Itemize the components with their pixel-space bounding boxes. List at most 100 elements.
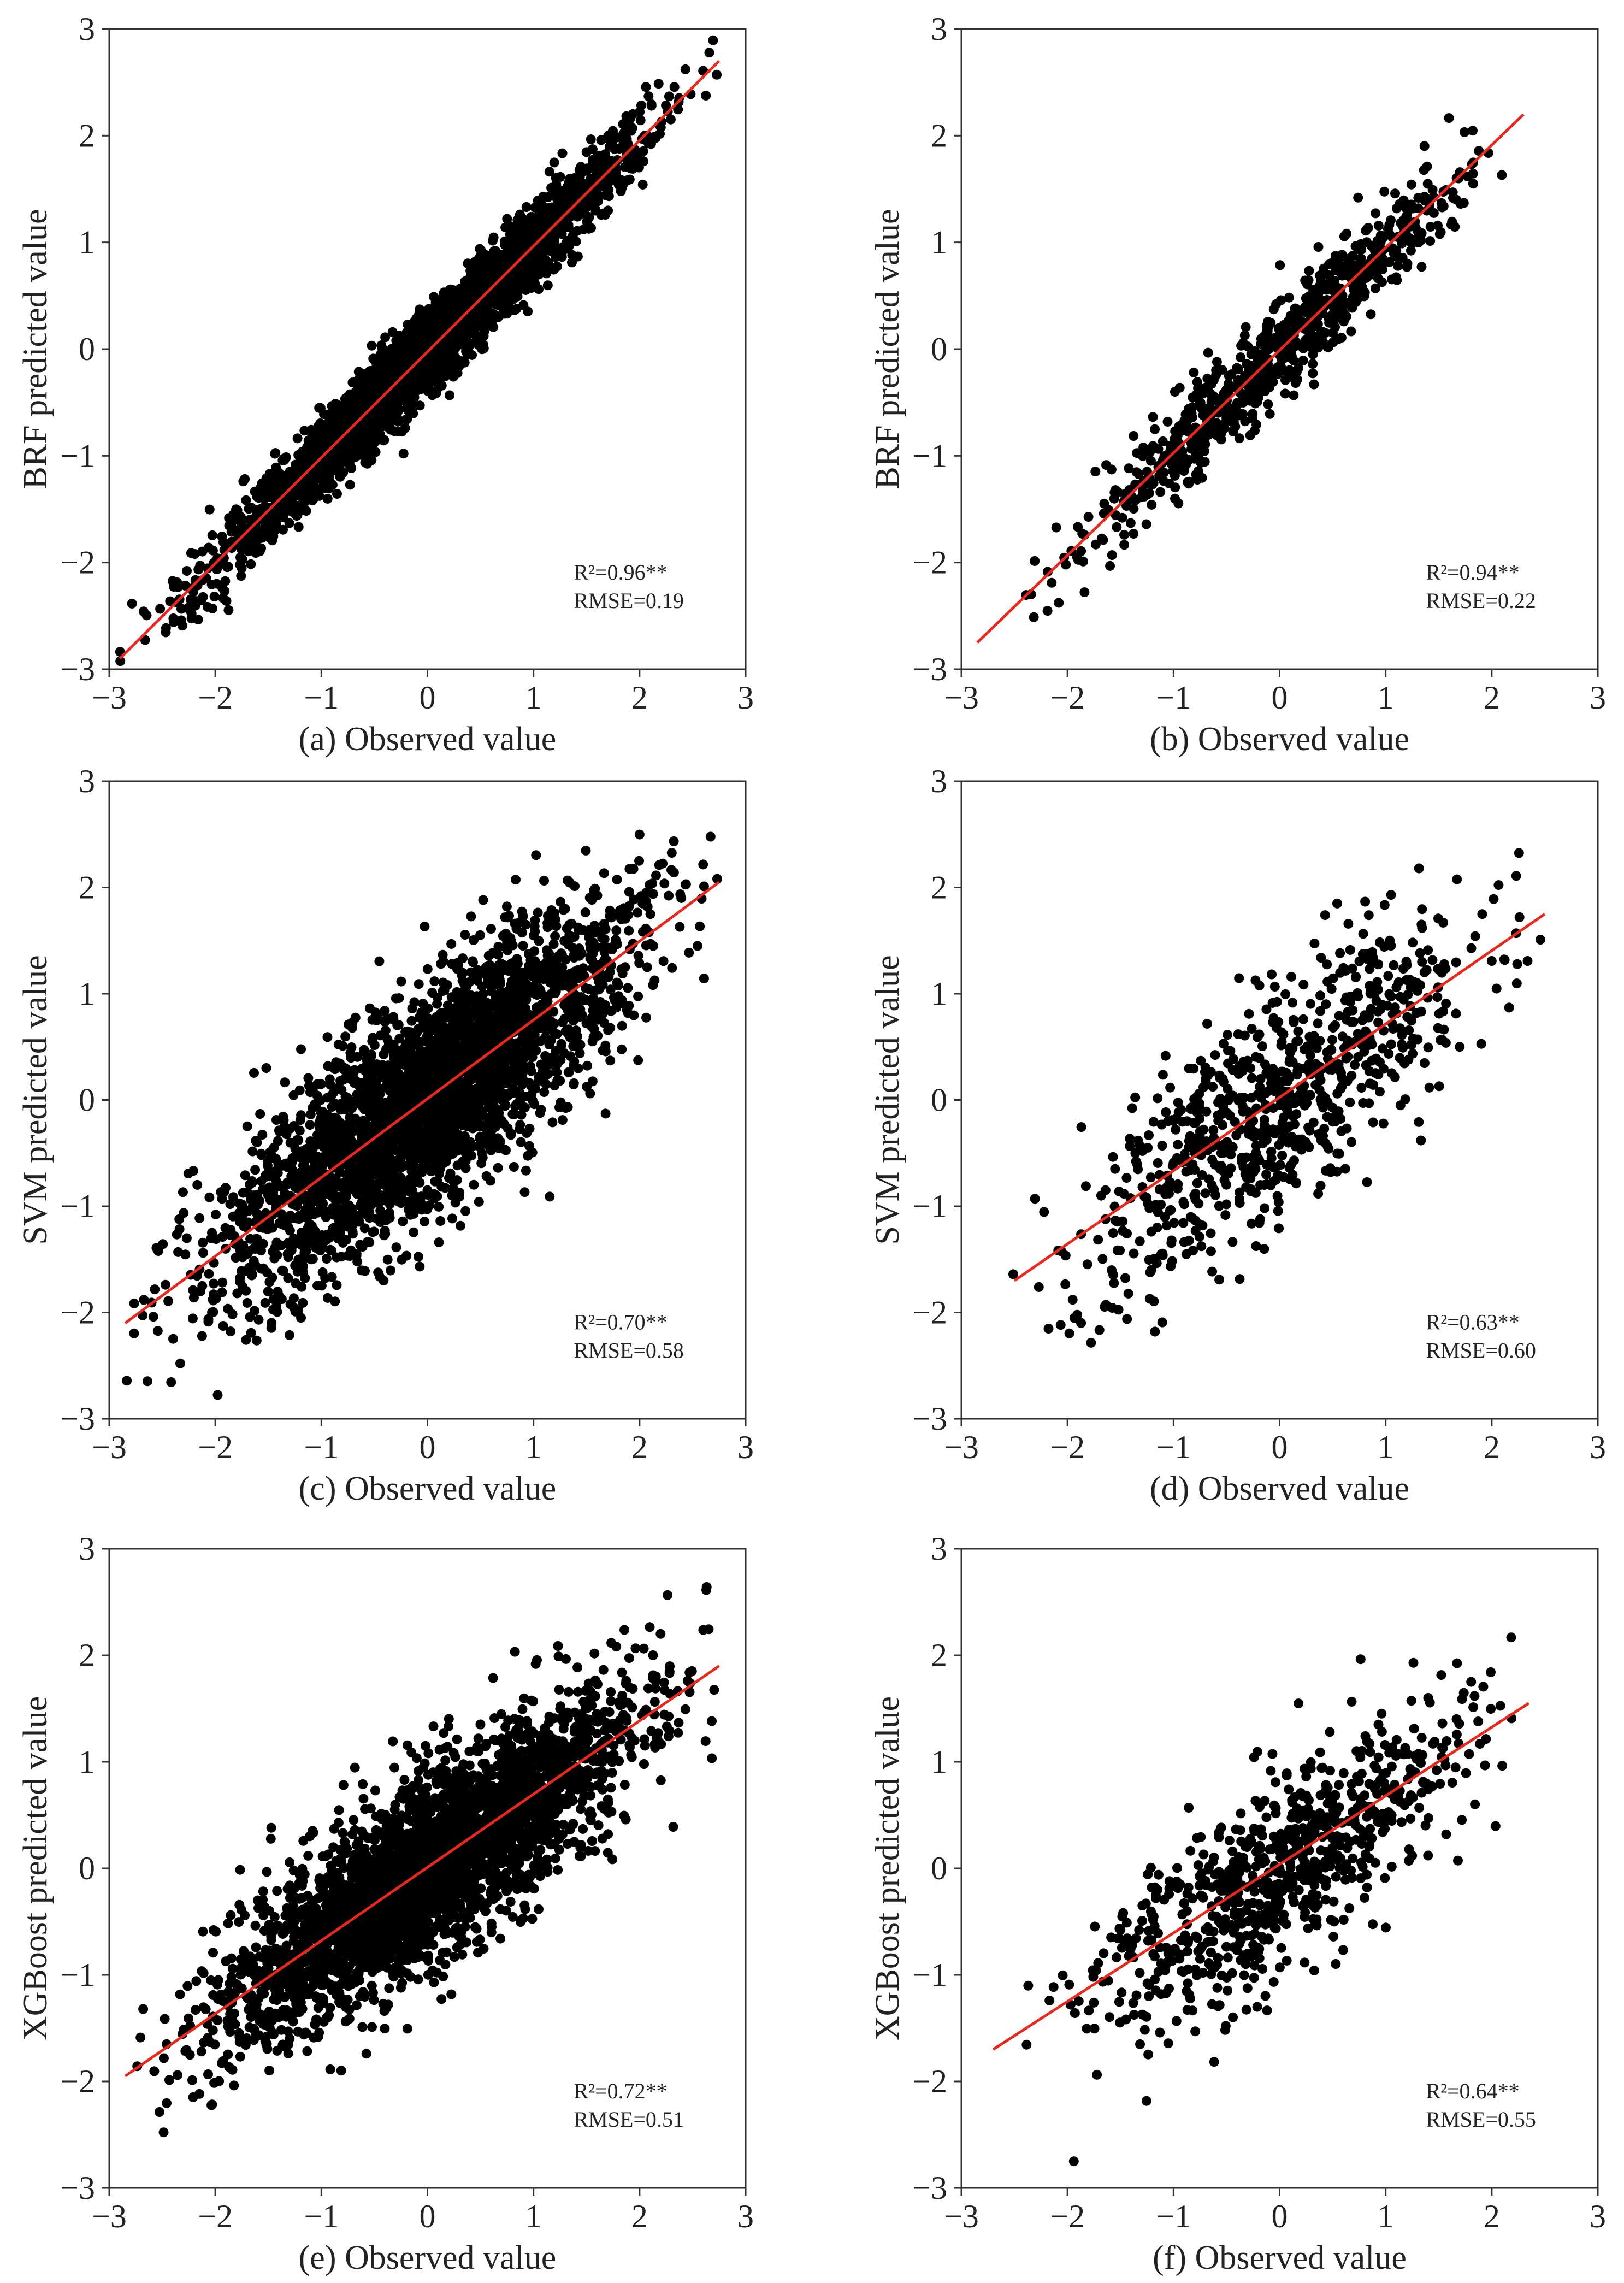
data-point xyxy=(232,515,242,525)
data-point xyxy=(185,605,195,616)
data-point xyxy=(1125,518,1136,528)
data-point xyxy=(168,1334,178,1344)
data-point xyxy=(511,875,521,885)
data-point xyxy=(572,226,582,236)
data-point xyxy=(281,504,291,514)
data-point xyxy=(586,134,596,145)
data-point xyxy=(586,223,596,233)
data-point xyxy=(367,340,377,351)
data-point xyxy=(1172,435,1182,445)
data-point xyxy=(1497,170,1507,180)
data-point xyxy=(675,922,685,932)
data-point xyxy=(1192,377,1202,387)
data-point xyxy=(1141,519,1151,529)
data-point xyxy=(1147,499,1157,510)
data-point xyxy=(1304,327,1315,337)
data-point xyxy=(1268,304,1279,315)
panel-letter: (a) xyxy=(299,721,345,758)
data-point xyxy=(552,261,562,272)
y-tick-label: −1 xyxy=(60,438,95,474)
data-point xyxy=(1416,262,1427,272)
data-point xyxy=(501,901,512,912)
data-point xyxy=(624,925,634,936)
data-point xyxy=(1162,416,1173,427)
x-axis-label: (b) Observed value xyxy=(1150,721,1409,758)
data-point xyxy=(394,362,405,372)
rmse-annotation: RMSE=0.19 xyxy=(574,588,683,613)
data-point xyxy=(1391,272,1401,282)
data-point xyxy=(1331,255,1342,266)
data-point xyxy=(1208,391,1219,402)
data-point xyxy=(570,187,580,197)
data-point xyxy=(388,412,398,423)
data-point xyxy=(556,225,566,235)
data-point xyxy=(469,1179,479,1190)
data-point xyxy=(397,335,408,345)
data-point xyxy=(592,160,602,170)
data-point xyxy=(1170,426,1180,436)
data-point xyxy=(1145,447,1155,457)
data-point xyxy=(269,512,280,523)
x-tick-label: 0 xyxy=(1272,680,1288,716)
data-point xyxy=(1346,326,1356,337)
data-point xyxy=(127,598,137,609)
data-point xyxy=(666,848,677,858)
data-point xyxy=(346,434,356,445)
data-point xyxy=(1112,522,1122,532)
data-point xyxy=(581,147,592,157)
data-point xyxy=(193,564,204,575)
data-point xyxy=(303,435,314,446)
data-point xyxy=(1232,363,1243,374)
x-tick-label: 2 xyxy=(631,680,648,716)
data-point xyxy=(1425,236,1436,246)
x-tick-label: −2 xyxy=(1050,680,1085,716)
data-point xyxy=(712,69,722,80)
data-point xyxy=(345,480,355,490)
data-point xyxy=(1259,381,1269,391)
data-point xyxy=(1448,187,1458,198)
data-point xyxy=(294,452,305,462)
data-point xyxy=(625,113,636,123)
data-point xyxy=(1265,409,1275,419)
data-point xyxy=(1353,192,1363,203)
data-point xyxy=(1323,342,1333,352)
r2-annotation: R²=0.96** xyxy=(574,560,667,585)
data-point xyxy=(265,479,276,489)
data-point xyxy=(1393,253,1403,263)
data-point xyxy=(1090,467,1101,477)
data-point xyxy=(251,535,261,545)
data-point xyxy=(155,604,166,614)
data-point xyxy=(1042,606,1053,616)
data-point xyxy=(394,390,405,400)
data-point xyxy=(628,163,638,174)
data-point xyxy=(292,433,303,444)
data-point xyxy=(270,448,281,458)
data-point xyxy=(1308,368,1318,379)
data-point xyxy=(622,175,633,185)
data-point xyxy=(507,228,518,238)
data-point xyxy=(235,552,245,563)
data-point xyxy=(278,524,288,535)
data-point xyxy=(1145,456,1156,466)
data-point xyxy=(1289,390,1299,400)
data-point xyxy=(380,332,391,343)
data-point xyxy=(379,435,388,446)
data-point xyxy=(1384,257,1395,267)
data-point xyxy=(541,238,551,248)
data-point xyxy=(177,621,187,631)
x-tick-label: −1 xyxy=(304,680,339,716)
data-point xyxy=(641,82,651,92)
x-tick-label: 1 xyxy=(1378,680,1394,716)
data-point xyxy=(1372,264,1382,274)
data-point xyxy=(1029,612,1039,622)
data-point xyxy=(1193,466,1203,476)
data-point xyxy=(1260,332,1271,342)
data-point xyxy=(1239,330,1250,340)
data-point xyxy=(400,423,410,433)
data-point xyxy=(424,304,434,314)
data-point xyxy=(362,430,372,441)
data-point xyxy=(1119,529,1129,540)
data-point xyxy=(637,179,648,190)
data-point xyxy=(646,139,656,149)
data-point xyxy=(1402,262,1412,272)
